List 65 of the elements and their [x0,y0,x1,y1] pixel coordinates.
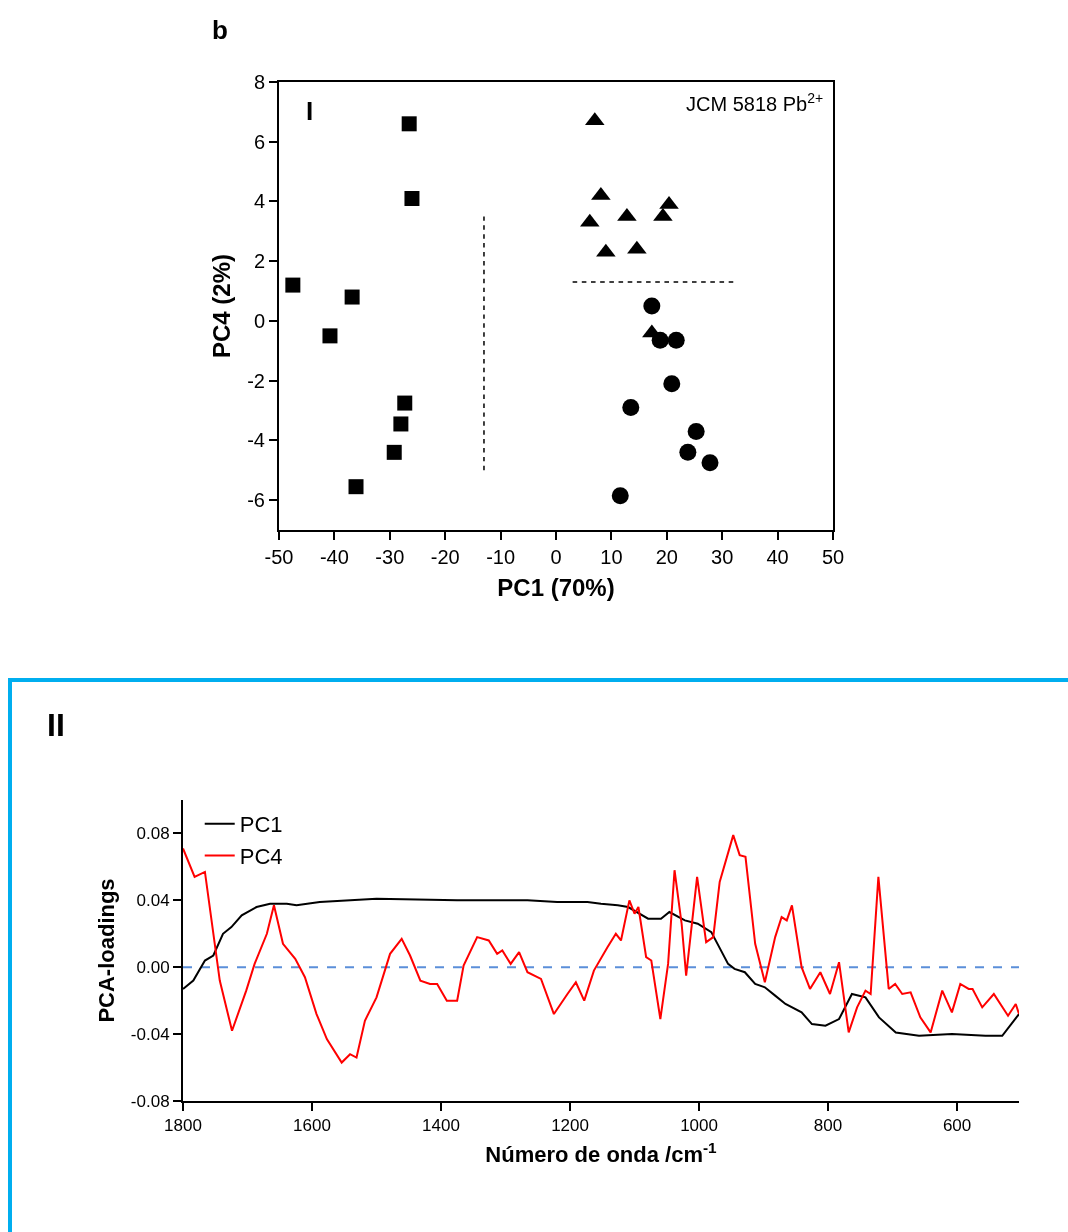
point [611,487,629,505]
text: II [47,707,65,743]
y-tick-label: 0.00 [136,958,170,978]
x-tick-label: 600 [942,1116,972,1136]
x-tick-label: 1000 [680,1116,718,1136]
y-tick-label: 4 [253,190,265,213]
x-tick-label: 1200 [551,1116,589,1136]
x-tick-label: -10 [486,546,516,568]
line-series [183,834,1019,1064]
point [667,331,685,349]
point [622,399,640,417]
point [687,422,705,440]
point [393,416,409,432]
y-tick-label: -4 [247,429,265,452]
y-tick-label: -0.04 [130,1025,170,1045]
x-tick-label: 1800 [164,1116,202,1136]
annotation: JCM 5818 Pb$^{2+}$ [686,90,824,116]
point [679,443,697,461]
x-tick-label: -30 [375,546,405,568]
y-tick-label: 0.04 [136,891,170,911]
x-axis-title: PC1 (70%) [497,573,615,601]
x-tick-label: 50 [821,546,845,568]
point [651,331,669,349]
text: b [212,15,228,45]
point [397,395,413,411]
y-tick-label: 0.08 [136,824,170,844]
x-tick-label: 20 [655,546,678,568]
point [344,289,360,305]
point [285,277,301,293]
annotation: I [306,96,314,126]
point [643,297,661,315]
legend-label: PC4 [239,843,283,869]
x-tick-label: -50 [264,546,294,568]
y-tick-label: -6 [247,489,265,512]
x-tick-label: 1400 [422,1116,460,1136]
y-axis-title: PCA-loadings [94,878,120,1023]
point [404,190,420,206]
x-tick-label: 0 [550,546,562,568]
point [659,195,679,209]
x-tick-label: -20 [430,546,460,568]
y-tick-label: 0 [253,309,265,332]
x-tick-label: -40 [319,546,349,568]
x-tick-label: 30 [711,546,734,568]
y-tick-label: 8 [253,71,265,93]
y-tick-label: -0.08 [130,1091,170,1111]
x-tick-label: 800 [813,1116,843,1136]
y-axis-title: PC4 (2%) [207,253,235,359]
point [348,479,364,495]
point [596,243,616,257]
point [322,328,338,344]
x-tick-label: 1600 [293,1116,331,1136]
y-tick-label: -2 [247,369,265,392]
point [386,444,402,460]
x-tick-label: 10 [600,546,623,568]
point [627,240,647,254]
point [701,454,719,472]
x-axis-title: Número de onda /cm$^{-1}$ [485,1138,718,1167]
point [617,207,637,221]
x-tick-label: 40 [766,546,789,568]
point [663,375,681,393]
point [653,207,673,221]
point [591,186,611,200]
y-tick-label: 6 [253,130,265,153]
legend-label: PC1 [239,812,283,838]
y-tick-label: 2 [253,250,265,273]
